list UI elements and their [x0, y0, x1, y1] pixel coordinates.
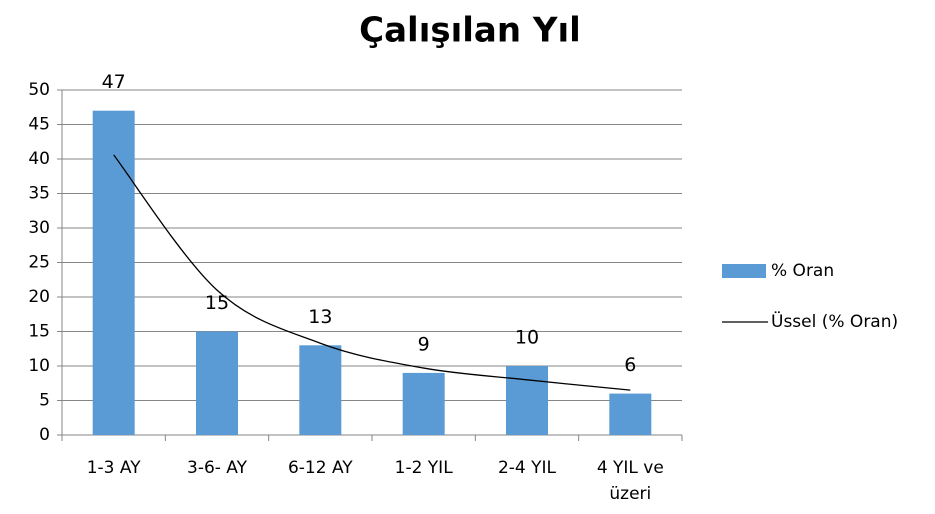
y-tick-label: 0	[39, 425, 50, 445]
x-tick-label: 1-2 YIL	[394, 458, 453, 478]
data-label: 47	[102, 71, 126, 93]
bar	[196, 331, 238, 435]
data-label: 9	[418, 333, 430, 355]
x-tick-label: 2-4 YIL	[497, 458, 557, 478]
data-label: 10	[515, 327, 539, 349]
bar	[506, 366, 548, 435]
legend-swatch	[722, 264, 766, 278]
legend-label: % Oran	[771, 261, 834, 281]
data-label: 13	[308, 306, 332, 328]
y-tick-label: 40	[28, 149, 50, 169]
data-label: 15	[205, 292, 229, 314]
y-tick-label: 20	[28, 287, 50, 307]
bar	[402, 372, 445, 435]
y-tick-label: 10	[28, 356, 50, 376]
legend-label: Üssel (% Oran)	[771, 310, 898, 332]
y-tick-label: 45	[28, 115, 50, 135]
bar	[299, 345, 342, 435]
x-tick-label: 1-3 AY	[86, 458, 141, 478]
x-tick-label: 6-12 AY	[287, 458, 353, 478]
trend-line	[113, 154, 631, 391]
y-tick-label: 50	[28, 80, 50, 100]
y-tick-label: 25	[28, 253, 50, 273]
y-tick-label: 15	[28, 322, 50, 342]
y-tick-label: 5	[39, 391, 50, 411]
data-label: 6	[624, 354, 636, 376]
y-tick-label: 35	[28, 184, 50, 204]
x-tick-label: 4 YIL ve üzeri	[596, 458, 664, 504]
chart-title: Çalışılan Yıl	[359, 11, 581, 51]
bar	[609, 393, 652, 435]
x-tick-label: 3-6- AY	[187, 458, 247, 478]
y-tick-label: 30	[28, 218, 50, 238]
bar	[92, 110, 135, 435]
